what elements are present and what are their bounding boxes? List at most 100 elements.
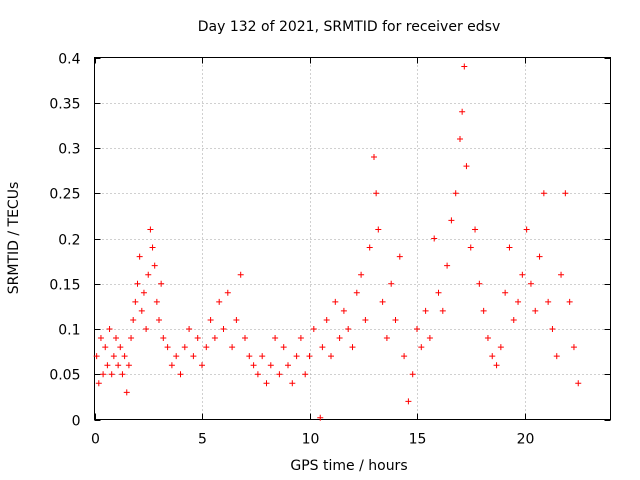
ticks (94, 57, 611, 421)
data-point (254, 371, 261, 378)
chart-title: Day 132 of 2021, SRMTID for receiver eds… (198, 19, 501, 35)
data-point (353, 289, 360, 296)
data-point (409, 371, 416, 378)
data-point (519, 271, 526, 278)
data-point (233, 316, 240, 323)
data-point (297, 335, 304, 342)
y-tick-label: 0.1 (58, 323, 80, 339)
data-point (392, 316, 399, 323)
data-point (515, 298, 522, 305)
data-point (293, 353, 300, 360)
data-point (143, 326, 150, 332)
data-point (414, 326, 420, 332)
data-point (448, 217, 455, 224)
x-tick-label: 0 (91, 432, 100, 448)
data-point (489, 353, 496, 360)
data-point (502, 289, 509, 296)
y-tick-labels: 0 0.05 0.1 0.15 0.2 0.25 0.3 0.35 0.4 (49, 52, 80, 430)
data-point (280, 344, 287, 351)
data-point (216, 298, 223, 305)
data-point (97, 335, 104, 342)
data-point (108, 371, 115, 378)
data-point (444, 262, 451, 269)
data-point (549, 326, 556, 332)
data-point (259, 353, 266, 360)
data-point (375, 226, 382, 233)
y-tick-label: 0.35 (49, 97, 80, 113)
data-point (130, 316, 137, 323)
data-point (540, 190, 547, 197)
y-tick-label: 0 (72, 414, 81, 430)
data-point (405, 398, 412, 405)
data-point (207, 316, 214, 323)
data-point (145, 271, 152, 278)
x-tick-label: 5 (198, 432, 207, 448)
data-point (263, 380, 270, 387)
data-point (123, 389, 130, 396)
data-point (153, 298, 160, 305)
data-point (523, 226, 530, 233)
data-point (140, 289, 147, 296)
data-point (147, 226, 154, 233)
data-point (246, 353, 253, 360)
data-point (104, 362, 111, 369)
data-point (306, 353, 313, 360)
data-point (480, 307, 487, 314)
data-point (211, 335, 218, 342)
data-point (186, 326, 193, 332)
data-point (373, 190, 380, 197)
data-point (506, 244, 513, 251)
data-point (570, 344, 577, 351)
data-point (224, 289, 231, 296)
data-point (242, 335, 248, 342)
data-point (134, 280, 141, 287)
data-point (156, 316, 162, 323)
data-point (93, 353, 100, 360)
y-tick-label: 0.2 (58, 233, 80, 249)
data-point (203, 344, 210, 351)
data-point (250, 362, 257, 369)
data-point (310, 326, 317, 332)
data-point (177, 371, 184, 378)
data-point (190, 353, 197, 360)
data-point (132, 298, 139, 305)
data-point (418, 344, 425, 351)
data-point (558, 271, 565, 278)
data-point (379, 298, 386, 305)
data-point (532, 307, 539, 314)
data-point (467, 244, 474, 251)
x-tick-label: 20 (517, 432, 535, 448)
data-point (493, 362, 500, 369)
data-point (115, 362, 122, 369)
x-tick-label: 15 (409, 432, 427, 448)
data-point (138, 307, 145, 314)
data-point (128, 335, 135, 342)
data-point (484, 335, 491, 342)
data-point (476, 280, 483, 287)
data-point (151, 262, 158, 269)
data-point (328, 353, 334, 360)
data-point (401, 353, 408, 360)
data-point (302, 371, 309, 378)
y-tick-label: 0.3 (58, 142, 80, 158)
data-point (426, 335, 433, 342)
data-point (272, 335, 279, 342)
data-point (435, 289, 442, 296)
data-point (158, 280, 165, 287)
data-point (285, 362, 291, 369)
y-tick-label: 0.25 (49, 187, 80, 203)
data-point (113, 335, 119, 342)
data-point (562, 190, 569, 197)
data-point (319, 344, 326, 351)
data-point (566, 298, 573, 305)
data-point (383, 335, 390, 342)
data-point (276, 371, 283, 378)
data-point (110, 353, 117, 360)
data-point (366, 244, 373, 251)
data-point (439, 307, 446, 314)
data-point (349, 344, 356, 351)
data-point (136, 253, 143, 260)
data-point (117, 344, 124, 351)
data-point (358, 271, 365, 278)
y-tick-label: 0.15 (49, 278, 80, 294)
